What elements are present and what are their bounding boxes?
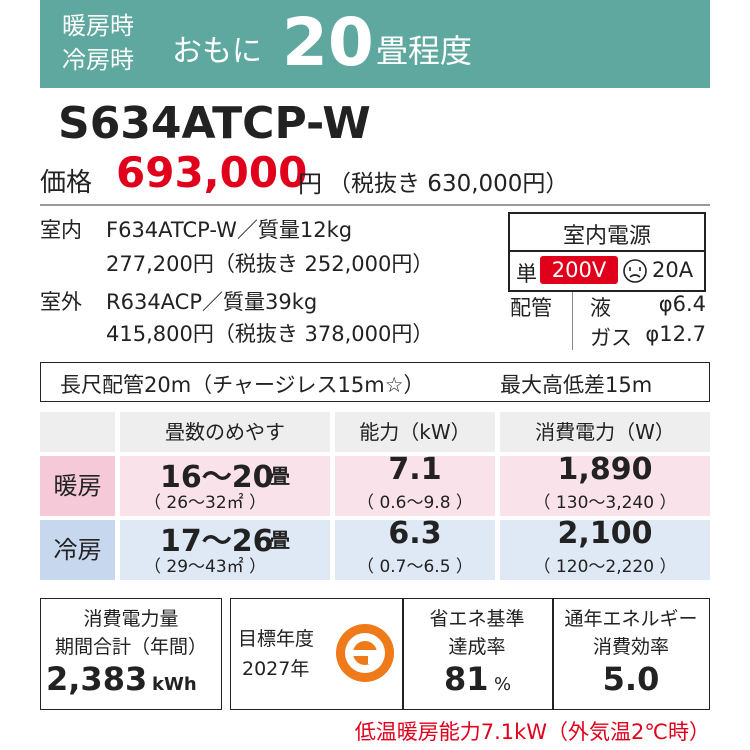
price: 693,000 <box>116 148 308 197</box>
apf-label: 通年エネルギー <box>564 608 698 630</box>
cell-value: 1,890 <box>557 452 653 487</box>
target-label: 目標年度 <box>238 628 315 650</box>
unit-price: 277,200円（税抜き 252,000円） <box>106 252 434 276</box>
cell-unit: 畳 <box>270 464 290 488</box>
cell-range: （ 120～2,220 ） <box>533 557 677 577</box>
energy-label: 期間合計（年間） <box>54 636 207 658</box>
cell-range: （ 0.7～6.5 ） <box>357 557 473 577</box>
row-label: 暖房 <box>40 456 115 516</box>
divider <box>40 204 710 206</box>
header-cell: 消費電力（W） <box>500 412 710 452</box>
target-year: 2027年 <box>242 658 310 680</box>
cell-value: 16～20 <box>160 460 274 495</box>
note: 長尺配管20m（チャージレス15m☆） <box>60 373 425 397</box>
cell-bg <box>500 520 710 580</box>
cell-value: 6.3 <box>388 516 442 551</box>
note-box <box>40 362 710 402</box>
pipe-size: φ6.4 <box>658 292 706 316</box>
cell-range: （ 0.6～9.8 ） <box>357 493 473 513</box>
unit-price: 415,800円（税抜き 378,000円） <box>106 322 434 346</box>
unit-label: 室外 <box>40 290 82 314</box>
efficiency-divider <box>402 598 404 710</box>
achievement-label: 省エネ基準 <box>429 608 525 630</box>
cell-value: 7.1 <box>388 452 442 487</box>
achievement-unit: % <box>494 674 512 695</box>
mode: 冷房時 <box>62 46 134 74</box>
pipe-name: 液 <box>590 296 611 320</box>
energy-box <box>40 598 222 710</box>
cell-bg <box>500 456 710 516</box>
power-voltage: 200V <box>540 256 618 284</box>
cell-value: 17～26 <box>160 524 274 559</box>
power-title: 室内電源 <box>562 224 651 249</box>
pipe-size: φ12.7 <box>645 322 706 346</box>
power-divider <box>508 250 706 252</box>
achievement-value: 81 <box>444 660 489 698</box>
unit-label: 室内 <box>40 218 82 242</box>
power-box <box>508 212 706 292</box>
cell-bg <box>120 456 330 516</box>
footnote: 低温暖房能力7.1kW（外気温2℃時） <box>354 720 710 744</box>
header-cell: 能力（kW） <box>335 412 495 452</box>
note: 最大高低差15m <box>500 373 653 397</box>
row-label: 冷房 <box>40 520 115 580</box>
header-bar <box>40 0 710 88</box>
apf-value: 5.0 <box>602 660 660 698</box>
apf-label: 消費効率 <box>592 636 669 658</box>
energy-value: 2,383 <box>46 660 148 698</box>
cell-range: （ 130～3,240 ） <box>533 493 677 513</box>
price-tax: （税抜き 630,000円） <box>328 171 569 197</box>
energy-unit: kWh <box>152 674 197 695</box>
piping-divider <box>572 292 573 350</box>
power-phase: 単 <box>516 262 537 286</box>
cell-bg <box>335 520 495 580</box>
prefix: おもに <box>172 34 262 69</box>
plug-icon <box>623 259 647 283</box>
power-current: 20A <box>652 258 694 282</box>
cell-range: （ 26～32㎡ ） <box>144 493 267 513</box>
unit-model: F634ATCP-W／質量12kg <box>106 218 353 242</box>
cell-bg <box>335 456 495 516</box>
suffix: 畳程度 <box>376 32 473 70</box>
unit-model: R634ACP／質量39kg <box>106 290 318 314</box>
header-cell: 畳数のめやす <box>120 412 330 452</box>
efficiency-divider <box>552 598 554 710</box>
model: S634ATCP-W <box>58 98 371 149</box>
cell-value: 2,100 <box>557 516 653 551</box>
price-unit: 円 <box>298 170 322 198</box>
price-label: 価格 <box>40 168 93 198</box>
header-cell <box>40 412 115 452</box>
energy-label: 消費電力量 <box>83 608 179 630</box>
efficiency-box <box>230 598 710 710</box>
cell-unit: 畳 <box>270 528 290 552</box>
cell-range: （ 29～43㎡ ） <box>144 557 267 577</box>
mode: 暖房時 <box>62 12 134 40</box>
pipe-name: ガス <box>590 326 632 350</box>
e-mark-logo <box>336 624 394 682</box>
size: 20 <box>282 4 374 81</box>
piping-label: 配管 <box>510 296 552 320</box>
cell-bg <box>120 520 330 580</box>
achievement-label: 達成率 <box>448 636 506 658</box>
